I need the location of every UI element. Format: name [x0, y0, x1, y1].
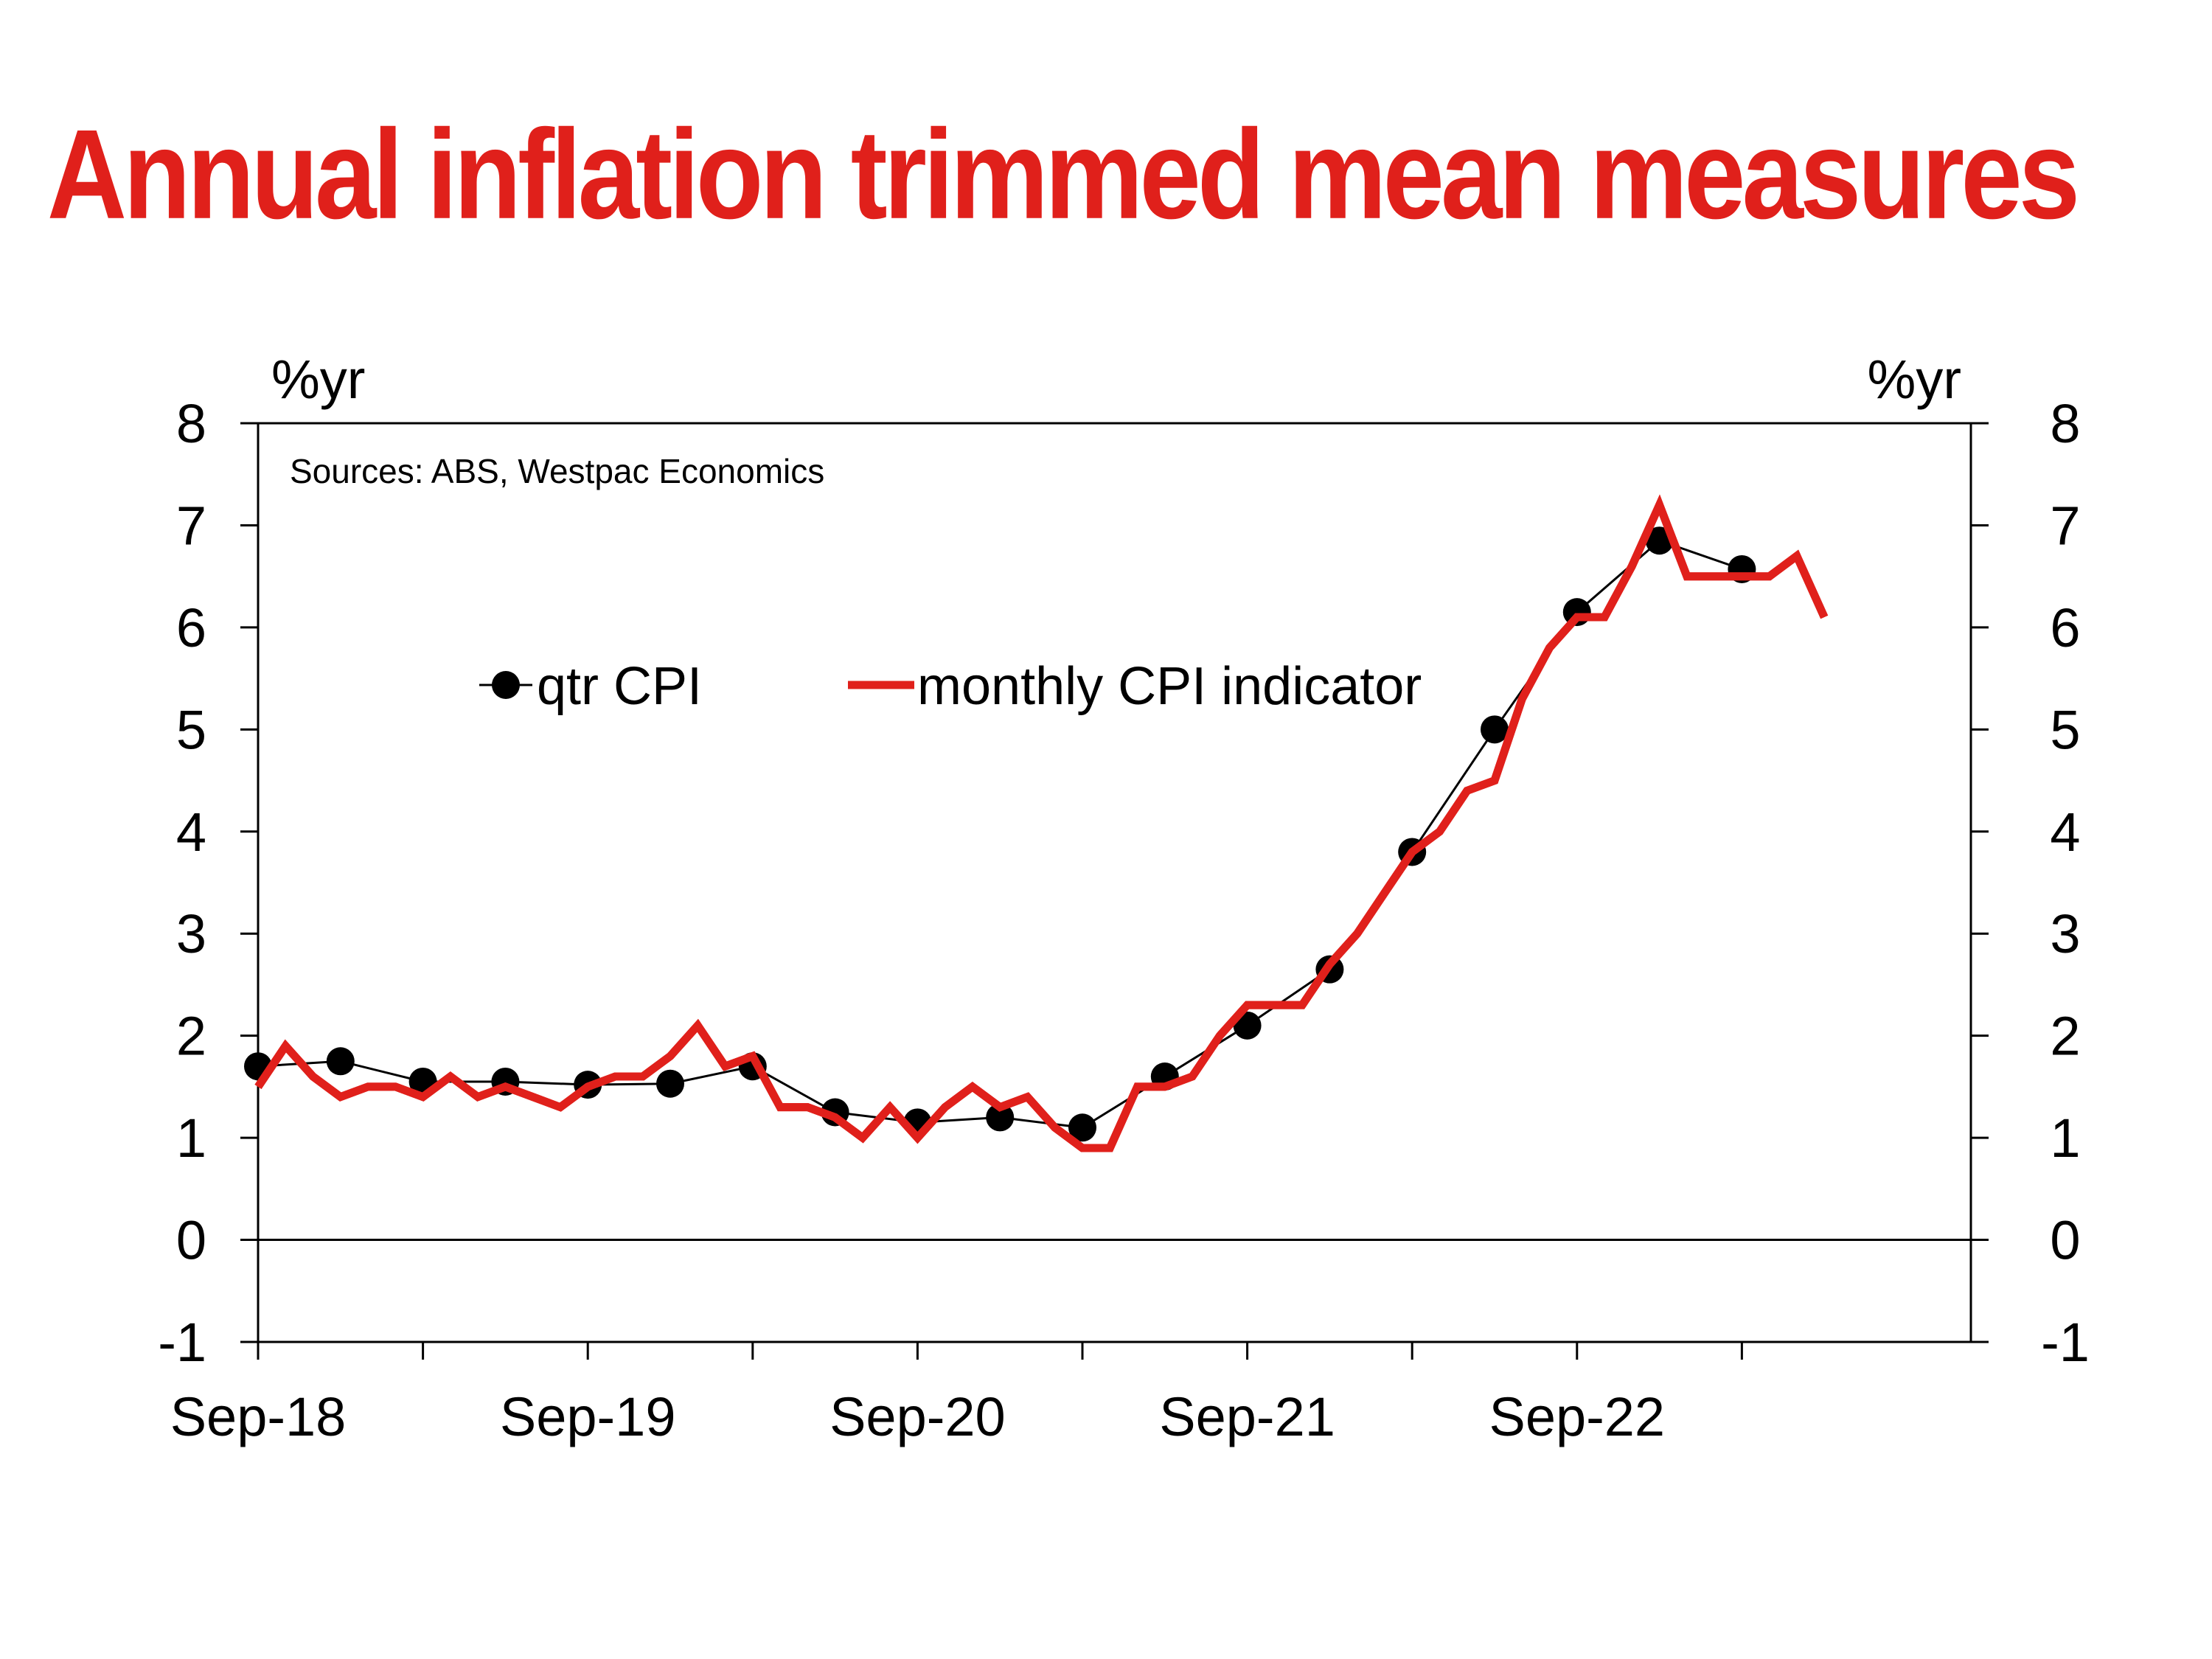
- x-tick-label: Sep-18: [170, 1386, 347, 1447]
- y-unit-right: %yr: [1868, 349, 1961, 410]
- tick-labels: -1 -1 0 0 1 1 2 2 3 3 4 4 5 5 6 6 7 7 8 8 Sep-18 Sep-19 Sep-20…: [158, 393, 2090, 1447]
- axes: [257, 422, 1972, 1343]
- y-tick-label-left: 7: [176, 495, 206, 556]
- legend-qtr-swatch-marker: [492, 671, 520, 699]
- x-tick-label: Sep-21: [1159, 1386, 1335, 1447]
- y-tick-label-left: 8: [176, 393, 206, 454]
- y-tick-label-right: 5: [2050, 699, 2080, 760]
- qtr-cpi-point: [655, 1069, 684, 1098]
- y-tick-label-left: -1: [158, 1312, 206, 1373]
- legend: qtr CPI monthly CPI indicator: [479, 657, 1422, 716]
- y-tick-label-left: 4: [176, 801, 206, 863]
- plot-frame: [257, 422, 1972, 1343]
- x-tick-label: Sep-19: [500, 1386, 676, 1447]
- y-tick-label-right: 7: [2050, 495, 2080, 556]
- qtr-cpi-point: [326, 1047, 355, 1076]
- qtr-cpi-point: [1480, 715, 1509, 744]
- tick-marks: [240, 422, 1989, 1360]
- x-tick-label: Sep-20: [830, 1386, 1006, 1447]
- qtr-cpi-line: [257, 539, 1742, 1129]
- legend-qtr-label: qtr CPI: [537, 657, 702, 716]
- y-tick-label-right: 8: [2050, 393, 2080, 454]
- y-tick-label-left: 2: [176, 1006, 206, 1067]
- y-tick-label-right: 1: [2050, 1107, 2080, 1169]
- x-tick-label: Sep-22: [1489, 1386, 1665, 1447]
- qtr-cpi-point: [1068, 1113, 1096, 1142]
- source-note: Sources: ABS, Westpac Economics: [290, 452, 824, 490]
- y-tick-label-left: 1: [176, 1107, 206, 1169]
- y-tick-label-right: -1: [2041, 1312, 2090, 1373]
- chart-title: Annual inflation trimmed mean measures: [46, 102, 2080, 246]
- monthly-cpi-line-overlay: [254, 494, 1829, 1152]
- series-monthly-cpi-indicator: [254, 494, 1829, 1152]
- y-unit-left: %yr: [271, 349, 365, 410]
- y-tick-label-left: 5: [176, 699, 206, 760]
- y-tick-label-right: 0: [2050, 1210, 2080, 1271]
- y-tick-label-left: 6: [176, 597, 206, 658]
- y-tick-label-right: 6: [2050, 597, 2080, 658]
- qtr-cpi-point: [986, 1103, 1015, 1132]
- y-tick-label-right: 2: [2050, 1006, 2080, 1067]
- legend-monthly-label: monthly CPI indicator: [917, 657, 1422, 716]
- y-tick-label-right: 3: [2050, 903, 2080, 964]
- y-tick-label-left: 3: [176, 903, 206, 964]
- y-tick-label-right: 4: [2050, 801, 2080, 863]
- series-qtr-cpi: [244, 526, 1756, 1142]
- y-tick-label-left: 0: [176, 1210, 206, 1271]
